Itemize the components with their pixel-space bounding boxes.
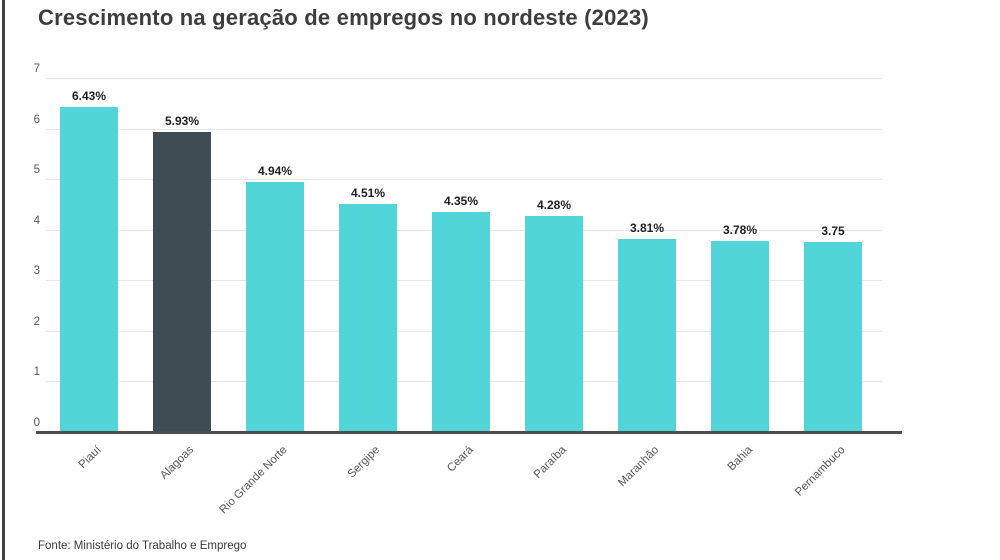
value-label-sergipe: 4.51% xyxy=(350,185,386,200)
y-tick-label-6: 6 xyxy=(33,113,40,126)
bar-pernambuco xyxy=(804,242,862,432)
value-label-rio-grande-norte: 4.94% xyxy=(257,164,293,179)
x-label-alagoas: Alagoas xyxy=(158,444,197,482)
y-tick-label-5: 5 xyxy=(33,164,40,177)
gridline-7 xyxy=(46,78,882,79)
x-label-bahia: Bahia xyxy=(725,444,755,474)
bar-sergipe xyxy=(339,203,397,432)
y-tick-label-3: 3 xyxy=(33,265,40,278)
x-label-rio-grande-norte: Rio Grande Norte xyxy=(217,444,290,517)
value-label-alagoas: 5.93% xyxy=(164,114,200,129)
source-note: Fonte: Ministério do Trabalho e Emprego xyxy=(38,540,247,552)
y-tick-label-1: 1 xyxy=(33,366,40,379)
x-axis-line xyxy=(36,431,902,434)
x-label-paraíba: Paraíba xyxy=(531,444,569,481)
frame-left-border xyxy=(2,0,5,560)
value-label-bahia: 3.78% xyxy=(722,222,758,237)
value-label-pernambuco: 3.75 xyxy=(821,224,845,239)
bar-bahia xyxy=(711,240,769,432)
bar-rio-grande-norte xyxy=(246,182,304,432)
bar-alagoas xyxy=(153,132,211,432)
y-tick-label-7: 7 xyxy=(33,63,40,75)
y-tick-label-2: 2 xyxy=(33,315,40,328)
x-label-sergipe: Sergipe xyxy=(345,444,383,481)
bar-paraíba xyxy=(525,215,583,432)
bar-maranhão xyxy=(618,239,676,432)
chart-title: Crescimento na geração de empregos no no… xyxy=(38,5,649,30)
x-label-maranhão: Maranhão xyxy=(616,444,662,490)
value-label-maranhão: 3.81% xyxy=(629,221,665,236)
y-tick-label-0: 0 xyxy=(33,417,40,429)
value-label-piauí: 6.43% xyxy=(71,88,107,103)
bar-ceará xyxy=(432,212,490,432)
bar-piauí xyxy=(60,106,118,432)
gridline-6 xyxy=(46,128,882,130)
x-label-pernambuco: Pernambuco xyxy=(792,444,848,499)
x-label-ceará: Ceará xyxy=(444,444,476,475)
value-label-paraíba: 4.28% xyxy=(536,197,572,212)
gridline-5 xyxy=(46,179,882,181)
x-label-piauí: Piauí xyxy=(76,444,104,472)
y-tick-label-4: 4 xyxy=(33,214,40,227)
value-label-ceará: 4.35% xyxy=(443,194,479,208)
